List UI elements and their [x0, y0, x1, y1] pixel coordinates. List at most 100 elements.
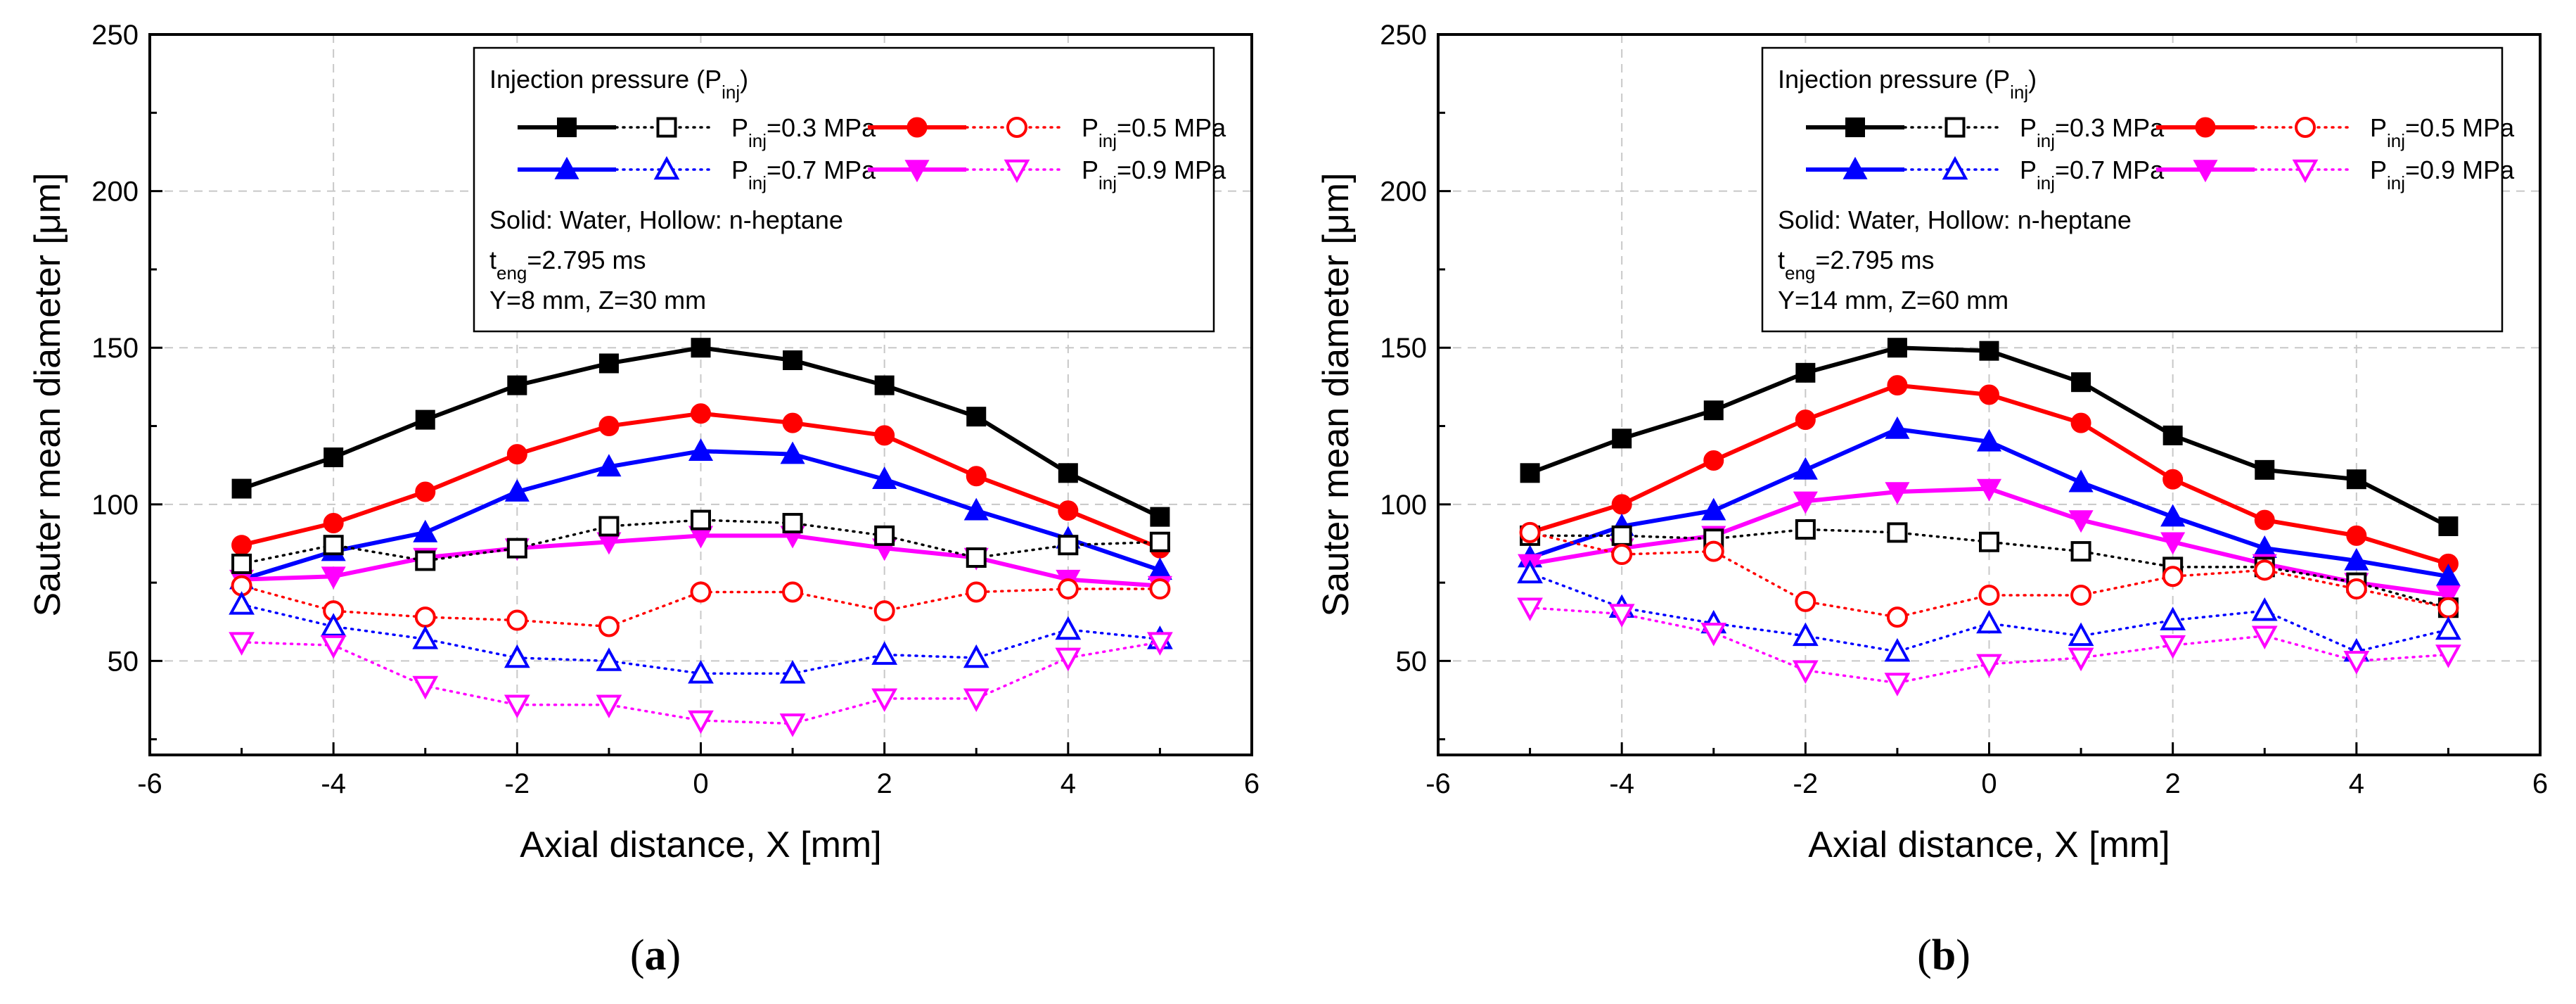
series-heptane-5: [231, 575, 1171, 637]
legend-marker-hollow: [656, 117, 677, 138]
data-point: [1886, 606, 1908, 628]
data-point: [1057, 578, 1079, 600]
data-point: [2068, 510, 2094, 533]
y-tick-label: 200: [1380, 177, 1427, 208]
legend-entry-label: Pinj=0.3 MPa: [731, 113, 876, 151]
legend-entry: Pinj=0.7 MPa: [518, 155, 876, 193]
data-point: [1150, 507, 1170, 527]
data-point: [1979, 531, 1999, 552]
x-tick-label: -4: [321, 768, 346, 799]
y-tick-label: 100: [1380, 490, 1427, 521]
data-point: [1884, 673, 1911, 697]
legend-box: [473, 46, 1215, 333]
data-point: [323, 513, 344, 534]
chart-panel-a: -6 -4 -2 0 2 4 6 50 100 150 200 250 Axial distance, …: [27, 20, 1260, 979]
data-point: [414, 606, 436, 628]
x-axis-title: Axial distance, X [mm]: [1808, 825, 2170, 865]
data-point: [2160, 606, 2186, 630]
data-point: [1147, 632, 1173, 656]
data-point: [779, 660, 806, 684]
y-axis-title: Sauter mean diameter [μm]: [27, 172, 68, 616]
legend-entry: Pinj=0.3 MPa: [518, 113, 876, 151]
y-tick-label: 250: [1380, 20, 1427, 51]
series-water-0: [231, 338, 1170, 527]
data-point: [691, 338, 711, 358]
data-point: [598, 516, 620, 537]
data-point: [507, 375, 527, 395]
data-point: [874, 375, 895, 395]
data-point: [504, 694, 530, 718]
legend-entry-label: Pinj=0.5 MPa: [2370, 113, 2515, 151]
data-point: [963, 688, 989, 713]
legend-title: Injection pressure (Pinj): [1778, 65, 2037, 103]
data-point: [2437, 597, 2459, 618]
data-point: [2438, 516, 2459, 536]
legend-entry-label: Pinj=0.5 MPa: [1082, 113, 1226, 151]
legend: Injection pressure (Pinj) Pinj=0.3 MPa Pin…: [473, 46, 1226, 333]
data-point: [690, 581, 712, 603]
data-point: [1976, 609, 2002, 634]
data-point: [596, 647, 622, 671]
data-point: [1703, 540, 1724, 562]
data-point: [1612, 428, 1632, 449]
data-point: [2251, 625, 2278, 649]
data-point: [874, 525, 895, 546]
data-point: [2162, 425, 2183, 445]
legend-marker-solid: [557, 117, 577, 137]
data-point: [2070, 412, 2091, 433]
series-heptane-7: [229, 632, 1173, 737]
data-point: [1055, 616, 1082, 640]
x-tick-label: -6: [1425, 768, 1451, 799]
data-point: [1795, 590, 1816, 612]
legend-entry: Pinj=0.9 MPa: [2156, 155, 2515, 193]
data-point: [871, 688, 898, 713]
y-tick-label: 150: [91, 333, 139, 364]
data-point: [598, 353, 619, 374]
series-heptane-7: [1517, 597, 2461, 697]
data-point: [1611, 544, 1633, 566]
legend-marker-hollow: [1944, 117, 1966, 138]
data-point: [963, 644, 989, 668]
legend-marker-hollow: [2292, 159, 2319, 184]
data-point: [596, 694, 622, 718]
data-point: [1058, 463, 1078, 483]
data-point: [1611, 525, 1632, 546]
data-point: [688, 710, 714, 735]
data-point: [963, 497, 989, 521]
data-point: [2254, 559, 2276, 581]
data-point: [691, 403, 711, 424]
data-point: [415, 550, 436, 571]
legend-entry: Pinj=0.5 MPa: [2156, 113, 2515, 151]
legend-marker-hollow: [1942, 155, 1968, 180]
data-point: [2160, 532, 2186, 555]
x-tick-label: -2: [1793, 768, 1819, 799]
data-point: [780, 441, 805, 464]
data-point: [2435, 585, 2461, 609]
data-point: [415, 409, 435, 430]
data-point: [1979, 384, 1999, 405]
legend-note-position: Y=14 mm, Z=60 mm: [1778, 286, 2008, 314]
data-point: [2343, 651, 2370, 675]
y-tick-label: 250: [91, 20, 139, 51]
data-point: [1884, 637, 1911, 662]
data-point: [413, 519, 438, 542]
x-tick-label: 6: [2532, 768, 2548, 799]
legend-title: Injection pressure (Pinj): [489, 65, 748, 103]
data-point: [966, 466, 987, 487]
data-point: [1792, 660, 1819, 684]
data-point: [871, 641, 898, 665]
legend-note-position: Y=8 mm, Z=30 mm: [489, 286, 706, 314]
data-point: [691, 509, 711, 530]
x-tick-label: 0: [693, 768, 708, 799]
data-point: [2071, 372, 2091, 393]
data-point: [321, 566, 346, 590]
data-point: [229, 591, 255, 615]
legend-marker-solid: [2193, 160, 2218, 183]
legend-note-time: teng=2.795 ms: [1778, 246, 1935, 284]
data-point: [782, 412, 803, 433]
y-tick-label: 50: [108, 646, 139, 677]
x-tick-label: -4: [1609, 768, 1634, 799]
legend-entry: Pinj=0.7 MPa: [1806, 155, 2165, 193]
legend-entry-label: Pinj=0.7 MPa: [731, 155, 876, 193]
data-point: [2251, 597, 2278, 621]
